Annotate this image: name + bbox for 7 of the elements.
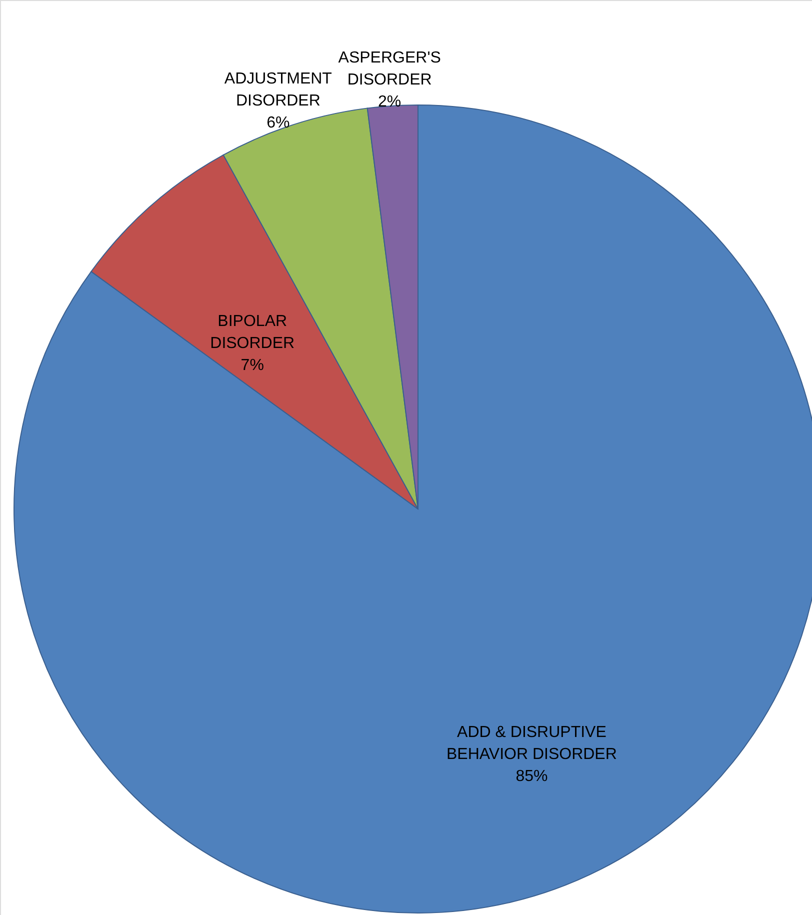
slice-label: ADD & DISRUPTIVE BEHAVIOR DISORDER bbox=[446, 724, 617, 764]
data-label: 85% bbox=[516, 768, 548, 786]
slice-label: ASPERGER'S DISORDER bbox=[338, 49, 441, 88]
data-label: 7% bbox=[240, 357, 264, 374]
slice-label: ADJUSTMENT DISORDER bbox=[224, 70, 332, 110]
data-label: 6% bbox=[266, 114, 290, 132]
slice-label: BIPOLAR DISORDER bbox=[210, 313, 295, 352]
